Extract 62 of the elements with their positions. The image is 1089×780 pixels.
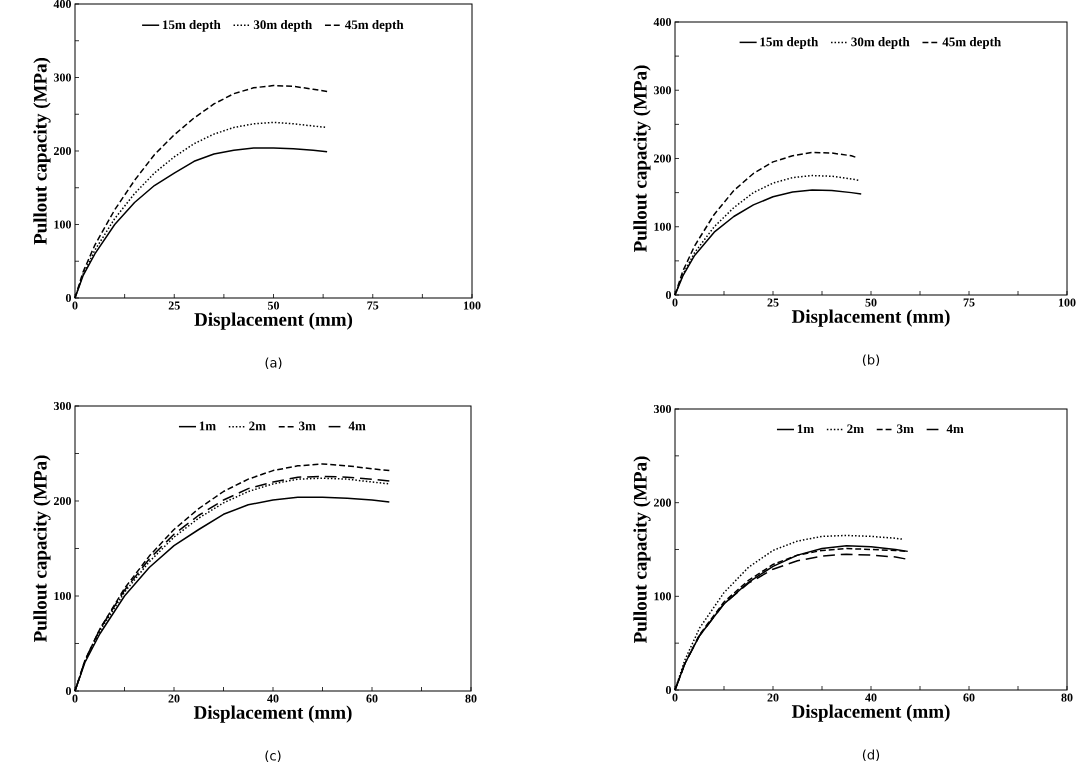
x-tick-label: 100 bbox=[463, 301, 481, 310]
text: (c) bbox=[265, 750, 281, 763]
x-tick-label: 75 bbox=[963, 298, 975, 307]
x-tick-label: 0 bbox=[672, 693, 678, 702]
legend-label: 2m bbox=[847, 424, 864, 434]
x-tick-label: 20 bbox=[767, 693, 779, 702]
y-tick-label: 300 bbox=[653, 404, 672, 414]
x-axis-title: Displacement (mm) bbox=[194, 312, 353, 330]
legend-label: 15m depth bbox=[162, 19, 221, 32]
x-tick-label: 0 bbox=[672, 298, 678, 307]
legend-label: 15m depth bbox=[760, 37, 819, 49]
legend-label: 4m bbox=[946, 424, 964, 434]
x-tick-label: 20 bbox=[168, 694, 180, 703]
legend-label: 4m bbox=[348, 421, 366, 431]
x-tick-label: 25 bbox=[767, 298, 779, 307]
y-tick-label: 200 bbox=[653, 498, 672, 507]
legend-label: 2m bbox=[249, 421, 266, 431]
y-tick-label: 100 bbox=[654, 222, 672, 231]
y-tick-label: 100 bbox=[54, 591, 72, 601]
legend-label: 30m depth bbox=[253, 19, 313, 32]
x-tick-label: 0 bbox=[72, 694, 78, 703]
x-tick-label: 75 bbox=[367, 301, 379, 310]
x-tick-label: 60 bbox=[963, 693, 975, 702]
y-tick-label: 200 bbox=[53, 496, 72, 506]
x-tick-label: 100 bbox=[1058, 298, 1076, 307]
y-tick-label: 300 bbox=[53, 401, 72, 411]
x-tick-label: 0 bbox=[72, 301, 78, 310]
legend-label: 45m depth bbox=[942, 37, 1001, 49]
y-tick-label: 400 bbox=[53, 0, 72, 9]
x-tick-label: 40 bbox=[267, 694, 279, 703]
x-tick-label: 60 bbox=[366, 694, 378, 703]
y-tick-label: 200 bbox=[653, 154, 672, 163]
text: (b) bbox=[862, 354, 880, 367]
y-axis-title: Pullout capacity (MPa) bbox=[633, 65, 651, 253]
y-tick-label: 300 bbox=[53, 73, 72, 82]
x-tick-label: 80 bbox=[465, 694, 477, 703]
y-tick-label: 400 bbox=[653, 17, 672, 27]
legend-label: 45m depth bbox=[344, 19, 404, 32]
x-tick-label: 40 bbox=[865, 693, 877, 702]
text: (a) bbox=[265, 357, 282, 370]
legend-label: 30m depth bbox=[851, 37, 910, 49]
y-tick-label: 200 bbox=[53, 146, 72, 156]
y-axis-title: Pullout capacity (MPa) bbox=[33, 57, 51, 245]
x-tick-label: 80 bbox=[1061, 693, 1073, 702]
x-axis-title: Displacement (mm) bbox=[193, 705, 352, 723]
y-tick-label: 100 bbox=[654, 592, 672, 601]
legend-label: 3m bbox=[897, 424, 914, 434]
y-tick-label: 0 bbox=[665, 685, 672, 695]
legend-label: 1m bbox=[797, 424, 814, 434]
y-tick-label: 100 bbox=[54, 220, 72, 229]
y-tick-label: 300 bbox=[653, 86, 672, 95]
x-tick-label: 25 bbox=[168, 301, 180, 310]
text: (d) bbox=[862, 749, 880, 762]
legend-label: 1m bbox=[199, 421, 216, 431]
y-axis-title: Pullout capacity (MPa) bbox=[633, 456, 651, 644]
y-tick-label: 0 bbox=[665, 290, 672, 300]
x-tick-label: 50 bbox=[267, 301, 280, 310]
y-axis-title: Pullout capacity (MPa) bbox=[33, 455, 51, 643]
x-axis-title: Displacement (mm) bbox=[791, 309, 950, 327]
x-axis-title: Displacement (mm) bbox=[791, 704, 950, 722]
legend-label: 3m bbox=[299, 421, 316, 431]
x-tick-label: 50 bbox=[865, 298, 877, 307]
